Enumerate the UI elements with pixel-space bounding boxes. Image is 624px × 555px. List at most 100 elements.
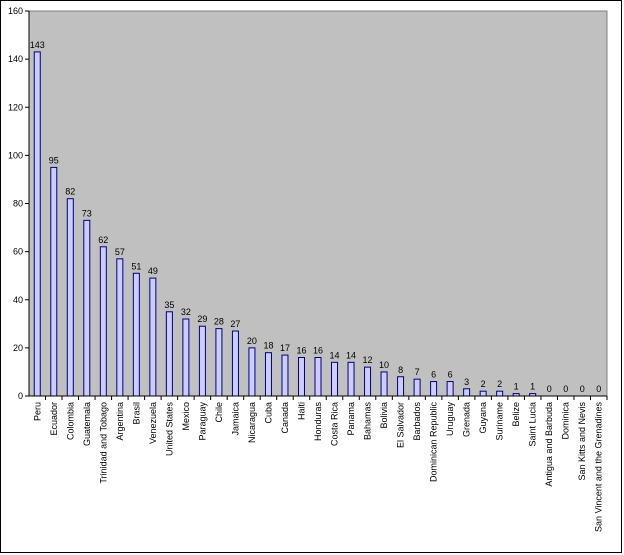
data-label: 28 [214,317,224,327]
bar [413,378,421,397]
bar [331,361,339,397]
data-label: 20 [247,336,257,346]
bar [99,246,107,397]
data-label: 16 [296,346,306,356]
data-label: 35 [164,300,174,310]
y-tick-label: 40 [13,295,23,305]
category-label: Chile [214,402,224,423]
bar [50,166,58,397]
data-label: 18 [263,341,273,351]
category-label: El Salvador [396,402,406,448]
category-label: Antigua and Barbuda [544,402,554,487]
category-label: Nicaragua [247,402,257,443]
data-label: 0 [547,384,552,394]
category-label: Guatemala [82,402,92,446]
data-label: 0 [563,384,568,394]
x-axis: Peru Ecuador Colombia Guatemala Trinidad and… [29,395,608,532]
bar [446,381,454,397]
bar [281,354,289,397]
category-label: Canada [280,402,290,434]
bar [33,51,41,397]
category-label: Colombia [65,402,75,440]
category-label: Saint Lucia [528,402,538,447]
bar [430,381,438,397]
category-label: Ecuador [49,402,59,436]
bar [479,390,487,397]
category-label: Uruguay [445,402,455,437]
bar [182,318,190,397]
bar [66,198,74,397]
category-label: Trinidad and Tobago [98,402,108,484]
data-label: 6 [431,370,436,380]
data-label: 62 [98,235,108,245]
data-label: 1 [514,382,519,392]
data-label: 8 [398,365,403,375]
y-axis: 0 20 40 60 80 100 120 140 160 [8,6,30,401]
category-label: Paraguay [197,402,207,441]
bar [347,361,355,397]
data-label: 7 [415,367,420,377]
category-label: Haiti [296,402,306,420]
category-label: Guyana [478,402,488,434]
category-label: Belize [511,402,521,427]
bar [463,388,471,397]
bar [116,258,124,397]
bar [248,347,256,397]
data-label: 10 [379,360,389,370]
data-label: 0 [596,384,601,394]
data-label: 29 [197,314,207,324]
y-tick-label: 0 [18,391,23,401]
bar [314,357,322,397]
data-label: 49 [148,266,158,276]
bar [364,366,372,397]
data-label: 32 [181,307,191,317]
bar [83,219,91,397]
category-label: San Kitts and Nevis [577,402,587,481]
y-tick-label: 120 [8,102,23,112]
category-label: Cuba [263,402,273,424]
category-label: Mexico [181,402,191,431]
category-label: Panama [346,402,356,436]
bar [380,371,388,397]
data-label: 14 [346,350,356,360]
y-tick-label: 100 [8,150,23,160]
bar [496,390,504,397]
data-label: 57 [115,247,125,257]
category-label: Grenada [462,402,472,437]
y-tick-label: 80 [13,199,23,209]
category-label: United States [164,402,174,457]
bar [397,376,405,397]
category-label: Suriname [495,402,505,441]
bar [149,277,157,397]
bar [198,325,206,397]
data-label: 12 [363,355,373,365]
data-label: 95 [49,155,59,165]
category-label: Dominica [561,402,571,440]
data-label: 82 [65,187,75,197]
data-label: 1 [530,382,535,392]
category-label: Brasil [131,402,141,425]
y-tick-label: 140 [8,54,23,64]
bar [231,330,239,397]
bar [132,272,140,397]
category-label: Barbados [412,402,422,441]
bar [264,352,272,397]
category-label: Dominican Republic [429,402,439,483]
data-label: 17 [280,343,290,353]
data-label: 16 [313,346,323,356]
category-label: Jamaica [230,402,240,436]
category-label: Costa Rica [330,402,340,446]
bar [165,311,173,397]
bar [297,357,305,397]
category-label: Honduras [313,402,323,442]
data-label: 51 [131,261,141,271]
data-label: 6 [448,370,453,380]
y-tick-label: 20 [13,343,23,353]
data-label: 0 [580,384,585,394]
data-label: 14 [330,350,340,360]
category-label: Peru [32,402,42,421]
data-label: 2 [481,379,486,389]
